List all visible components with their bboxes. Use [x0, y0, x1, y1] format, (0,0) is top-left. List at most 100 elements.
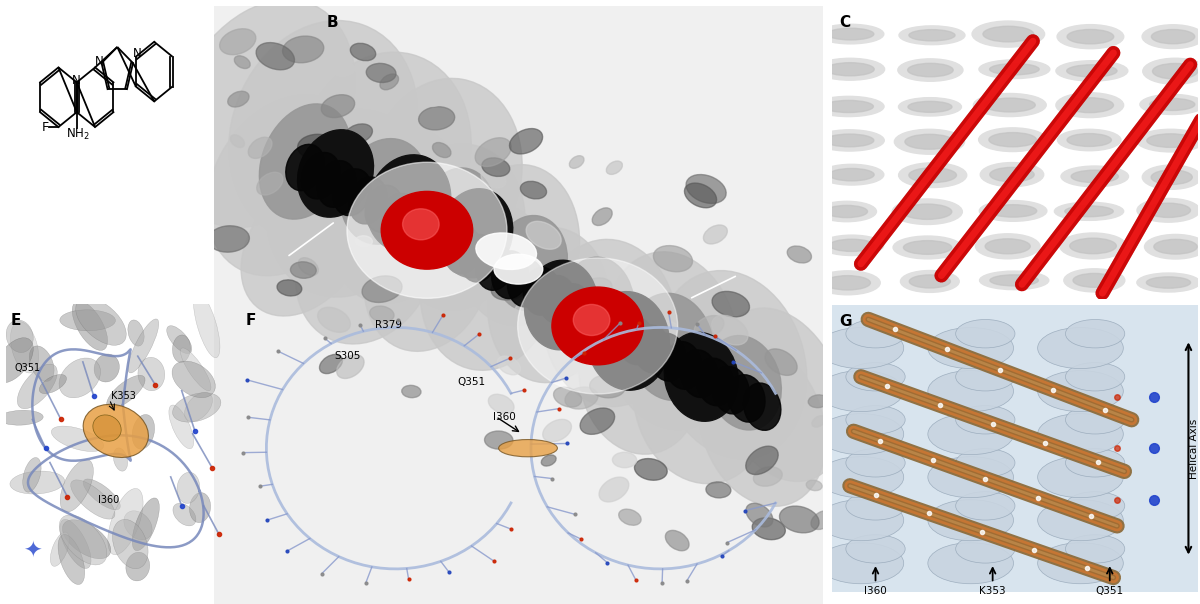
Ellipse shape [928, 371, 1014, 411]
Ellipse shape [928, 500, 1014, 541]
Text: ✦: ✦ [23, 542, 42, 562]
Ellipse shape [40, 374, 66, 394]
Text: G: G [839, 313, 852, 329]
Ellipse shape [206, 95, 367, 275]
Ellipse shape [1066, 535, 1124, 563]
Ellipse shape [60, 460, 94, 512]
Ellipse shape [745, 446, 778, 475]
Ellipse shape [169, 0, 355, 228]
Ellipse shape [72, 301, 108, 350]
Ellipse shape [818, 327, 904, 368]
Ellipse shape [524, 260, 598, 350]
Ellipse shape [286, 144, 324, 191]
Ellipse shape [846, 405, 905, 434]
Ellipse shape [491, 275, 528, 300]
Ellipse shape [514, 298, 550, 322]
Text: Helical Axis: Helical Axis [1189, 419, 1199, 478]
Ellipse shape [366, 155, 451, 252]
Ellipse shape [259, 104, 350, 219]
Ellipse shape [128, 320, 144, 346]
Ellipse shape [1146, 203, 1190, 217]
Ellipse shape [766, 349, 797, 375]
Ellipse shape [846, 492, 905, 520]
Ellipse shape [248, 137, 272, 158]
Ellipse shape [266, 109, 430, 297]
Ellipse shape [634, 325, 671, 373]
Ellipse shape [208, 226, 250, 252]
Ellipse shape [541, 455, 556, 466]
Ellipse shape [578, 300, 702, 454]
Ellipse shape [707, 336, 781, 430]
Ellipse shape [193, 292, 220, 358]
Text: 4.8 Å: 4.8 Å [874, 440, 899, 451]
Ellipse shape [618, 316, 654, 365]
Ellipse shape [829, 169, 874, 181]
Ellipse shape [228, 91, 250, 107]
Ellipse shape [908, 168, 956, 182]
Ellipse shape [565, 387, 598, 409]
Ellipse shape [318, 161, 355, 207]
Text: Q351: Q351 [457, 377, 486, 387]
Ellipse shape [318, 307, 350, 332]
Text: S305: S305 [334, 351, 360, 361]
Ellipse shape [510, 129, 542, 154]
Ellipse shape [83, 404, 149, 457]
Ellipse shape [552, 287, 643, 365]
Ellipse shape [817, 24, 884, 44]
Ellipse shape [1142, 25, 1200, 48]
Ellipse shape [350, 43, 376, 61]
Ellipse shape [257, 172, 283, 195]
Ellipse shape [1073, 274, 1116, 288]
Ellipse shape [826, 134, 874, 147]
Ellipse shape [1038, 327, 1123, 368]
Ellipse shape [829, 239, 874, 251]
Text: E: E [11, 313, 20, 328]
Ellipse shape [337, 355, 364, 379]
Ellipse shape [1066, 98, 1114, 112]
Ellipse shape [173, 503, 196, 526]
Ellipse shape [59, 358, 101, 398]
Ellipse shape [406, 167, 439, 198]
Ellipse shape [570, 292, 607, 340]
Ellipse shape [955, 449, 1015, 477]
Ellipse shape [972, 21, 1045, 47]
Ellipse shape [990, 275, 1038, 286]
Ellipse shape [1067, 30, 1114, 44]
Ellipse shape [893, 199, 962, 225]
Ellipse shape [542, 239, 677, 406]
Ellipse shape [299, 258, 318, 275]
Ellipse shape [1064, 206, 1114, 217]
Ellipse shape [452, 207, 478, 224]
Ellipse shape [754, 467, 782, 486]
Ellipse shape [1136, 199, 1200, 222]
Ellipse shape [602, 309, 638, 356]
Ellipse shape [712, 315, 748, 345]
Ellipse shape [1057, 25, 1123, 49]
Ellipse shape [167, 326, 192, 353]
Ellipse shape [487, 227, 610, 383]
Text: N: N [132, 47, 142, 60]
Ellipse shape [1150, 98, 1195, 111]
Ellipse shape [649, 333, 686, 381]
Ellipse shape [955, 320, 1015, 348]
Ellipse shape [899, 163, 967, 187]
Ellipse shape [190, 493, 210, 522]
Text: N: N [71, 74, 80, 88]
Ellipse shape [846, 320, 905, 348]
Ellipse shape [818, 500, 904, 541]
Text: Q351: Q351 [1096, 586, 1124, 596]
Ellipse shape [823, 100, 874, 112]
Text: C: C [839, 15, 850, 30]
Ellipse shape [493, 216, 568, 311]
Ellipse shape [508, 259, 544, 307]
Ellipse shape [169, 405, 193, 449]
Ellipse shape [928, 414, 1014, 455]
Ellipse shape [301, 152, 340, 199]
Ellipse shape [686, 175, 726, 204]
Ellipse shape [589, 375, 625, 398]
Ellipse shape [904, 240, 952, 254]
Ellipse shape [955, 362, 1015, 391]
Ellipse shape [979, 477, 1109, 500]
Ellipse shape [1154, 239, 1198, 254]
Ellipse shape [1066, 492, 1124, 520]
